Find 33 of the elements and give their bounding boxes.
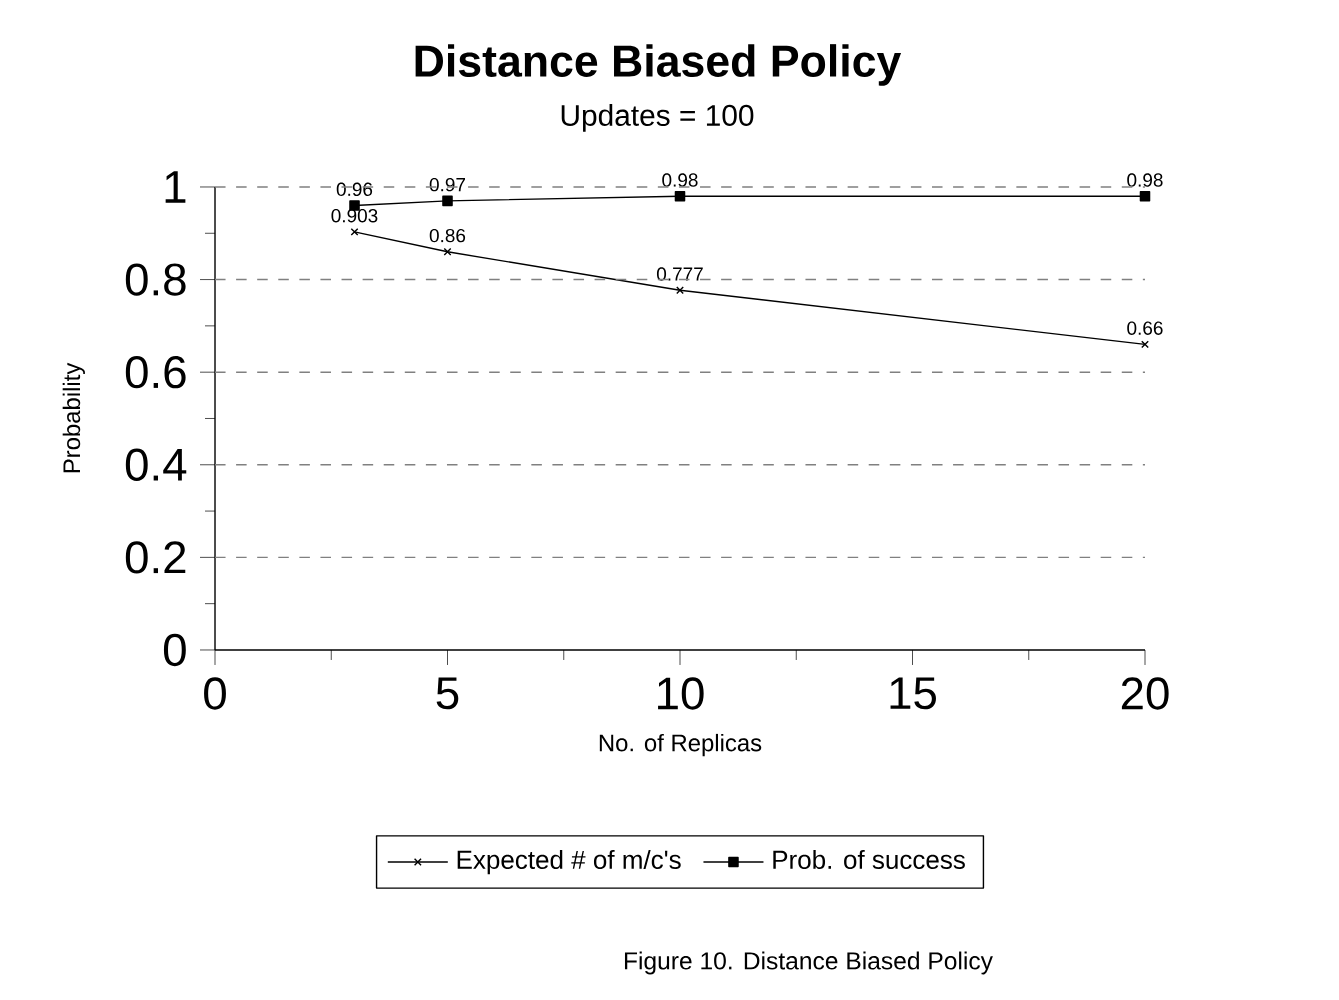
point <box>674 190 686 202</box>
y-tick-label: 0.8 <box>125 263 186 296</box>
y-tick-label: 0.4 <box>125 448 187 481</box>
point <box>1141 340 1149 349</box>
y-axis-title: Probability <box>62 362 85 473</box>
data-label: 0.903 <box>331 209 378 223</box>
x-tick-label: 15 <box>890 677 936 710</box>
y-tick-label: 0.2 <box>125 541 186 574</box>
legend-label: Prob. of success <box>773 849 965 870</box>
data-label: 0.98 <box>662 173 698 187</box>
y-tick-label: 0.6 <box>125 356 186 389</box>
point <box>676 286 684 295</box>
x-tick-label: 0 <box>204 677 226 710</box>
data-label: 0.97 <box>429 177 465 192</box>
legend-label: Expected # of m/c's <box>457 849 681 875</box>
data-label: 0.777 <box>656 267 703 281</box>
point <box>443 247 452 256</box>
chart-title: Distance Biased Policy <box>415 44 902 86</box>
y-tick-label: 0 <box>163 633 186 667</box>
data-label: 0.98 <box>1127 173 1163 187</box>
x-axis-title: No. of Replicas <box>599 733 762 757</box>
point <box>350 227 359 236</box>
data-label: 0.66 <box>1127 321 1163 335</box>
data-label: 0.96 <box>336 182 373 196</box>
point <box>1139 190 1151 202</box>
caption: Figure 10. Distance Biased Policy <box>624 951 993 975</box>
point <box>442 195 453 207</box>
chart-subtitle: Updates = 100 <box>561 104 754 132</box>
data-label: 0.86 <box>429 228 466 243</box>
x-tick-label: 20 <box>1121 677 1169 710</box>
y-tick-label: 1 <box>165 171 186 203</box>
x-tick-label: 10 <box>658 677 704 710</box>
x-tick-label: 5 <box>436 677 459 710</box>
